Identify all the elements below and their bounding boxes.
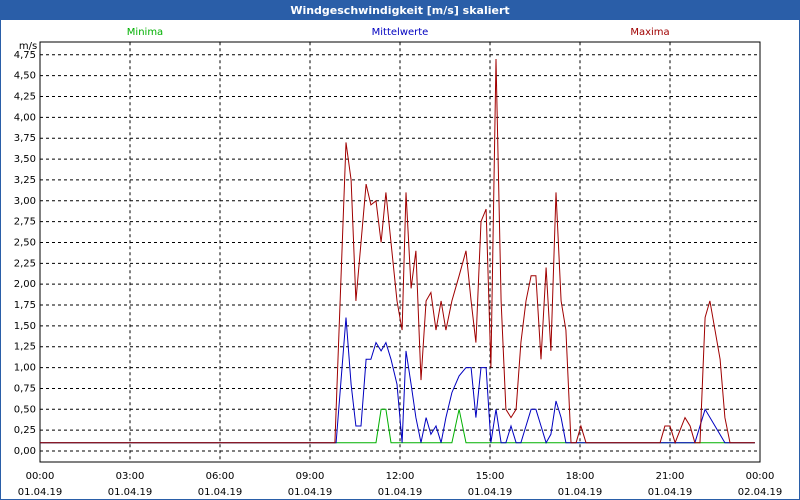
x-tick-label: 12:00 [386,471,415,482]
y-tick-label: 3,75 [14,133,36,144]
x-tick-date: 01.04.19 [648,487,693,498]
chart-title: Windgeschwindigkeit [m/s] skaliert [290,4,509,17]
x-tick-date: 01.04.19 [18,487,63,498]
y-axis-label: m/s [19,41,37,52]
y-tick-label: 4,00 [14,112,36,123]
y-tick-label: 3,25 [14,175,36,186]
title-bar [0,0,800,20]
y-tick-label: 2,75 [14,217,36,228]
y-tick-label: 4,50 [14,71,36,82]
series-line [40,317,755,444]
series-line [40,408,755,444]
x-tick-date: 01.04.19 [468,487,513,498]
legend-entry: Mittelwerte [372,27,429,38]
y-tick-label: 2,50 [14,237,36,248]
x-tick-date: 01.04.19 [288,487,333,498]
x-tick-date: 01.04.19 [378,487,423,498]
x-tick-label: 00:00 [26,471,55,482]
x-tick-label: 18:00 [566,471,595,482]
y-tick-label: 1,00 [14,363,36,374]
legend-entry: Minima [127,27,163,38]
y-tick-label: 2,25 [14,258,36,269]
x-tick-label: 09:00 [296,471,325,482]
x-tick-label: 15:00 [476,471,505,482]
y-tick-label: 0,25 [14,425,36,436]
y-tick-label: 2,00 [14,279,36,290]
x-tick-date: 02.04.19 [738,487,783,498]
x-tick-label: 06:00 [206,471,235,482]
x-tick-label: 21:00 [656,471,685,482]
legend-entry: Maxima [630,27,669,38]
x-tick-label: 03:00 [116,471,145,482]
y-tick-label: 3,50 [14,154,36,165]
x-tick-date: 01.04.19 [108,487,153,498]
series-line [40,58,755,445]
y-tick-label: 1,50 [14,321,36,332]
x-tick-label: 00:00 [746,471,775,482]
y-tick-label: 4,25 [14,92,36,103]
y-tick-label: 0,50 [14,404,36,415]
y-tick-label: 1,25 [14,342,36,353]
y-tick-label: 3,00 [14,196,36,207]
x-tick-date: 01.04.19 [558,487,603,498]
x-tick-date: 01.04.19 [198,487,243,498]
plot-frame [39,41,761,463]
y-tick-label: 1,75 [14,300,36,311]
y-tick-label: 0,75 [14,383,36,394]
y-tick-label: 0,00 [14,446,36,457]
y-tick-label: 4,75 [14,50,36,61]
